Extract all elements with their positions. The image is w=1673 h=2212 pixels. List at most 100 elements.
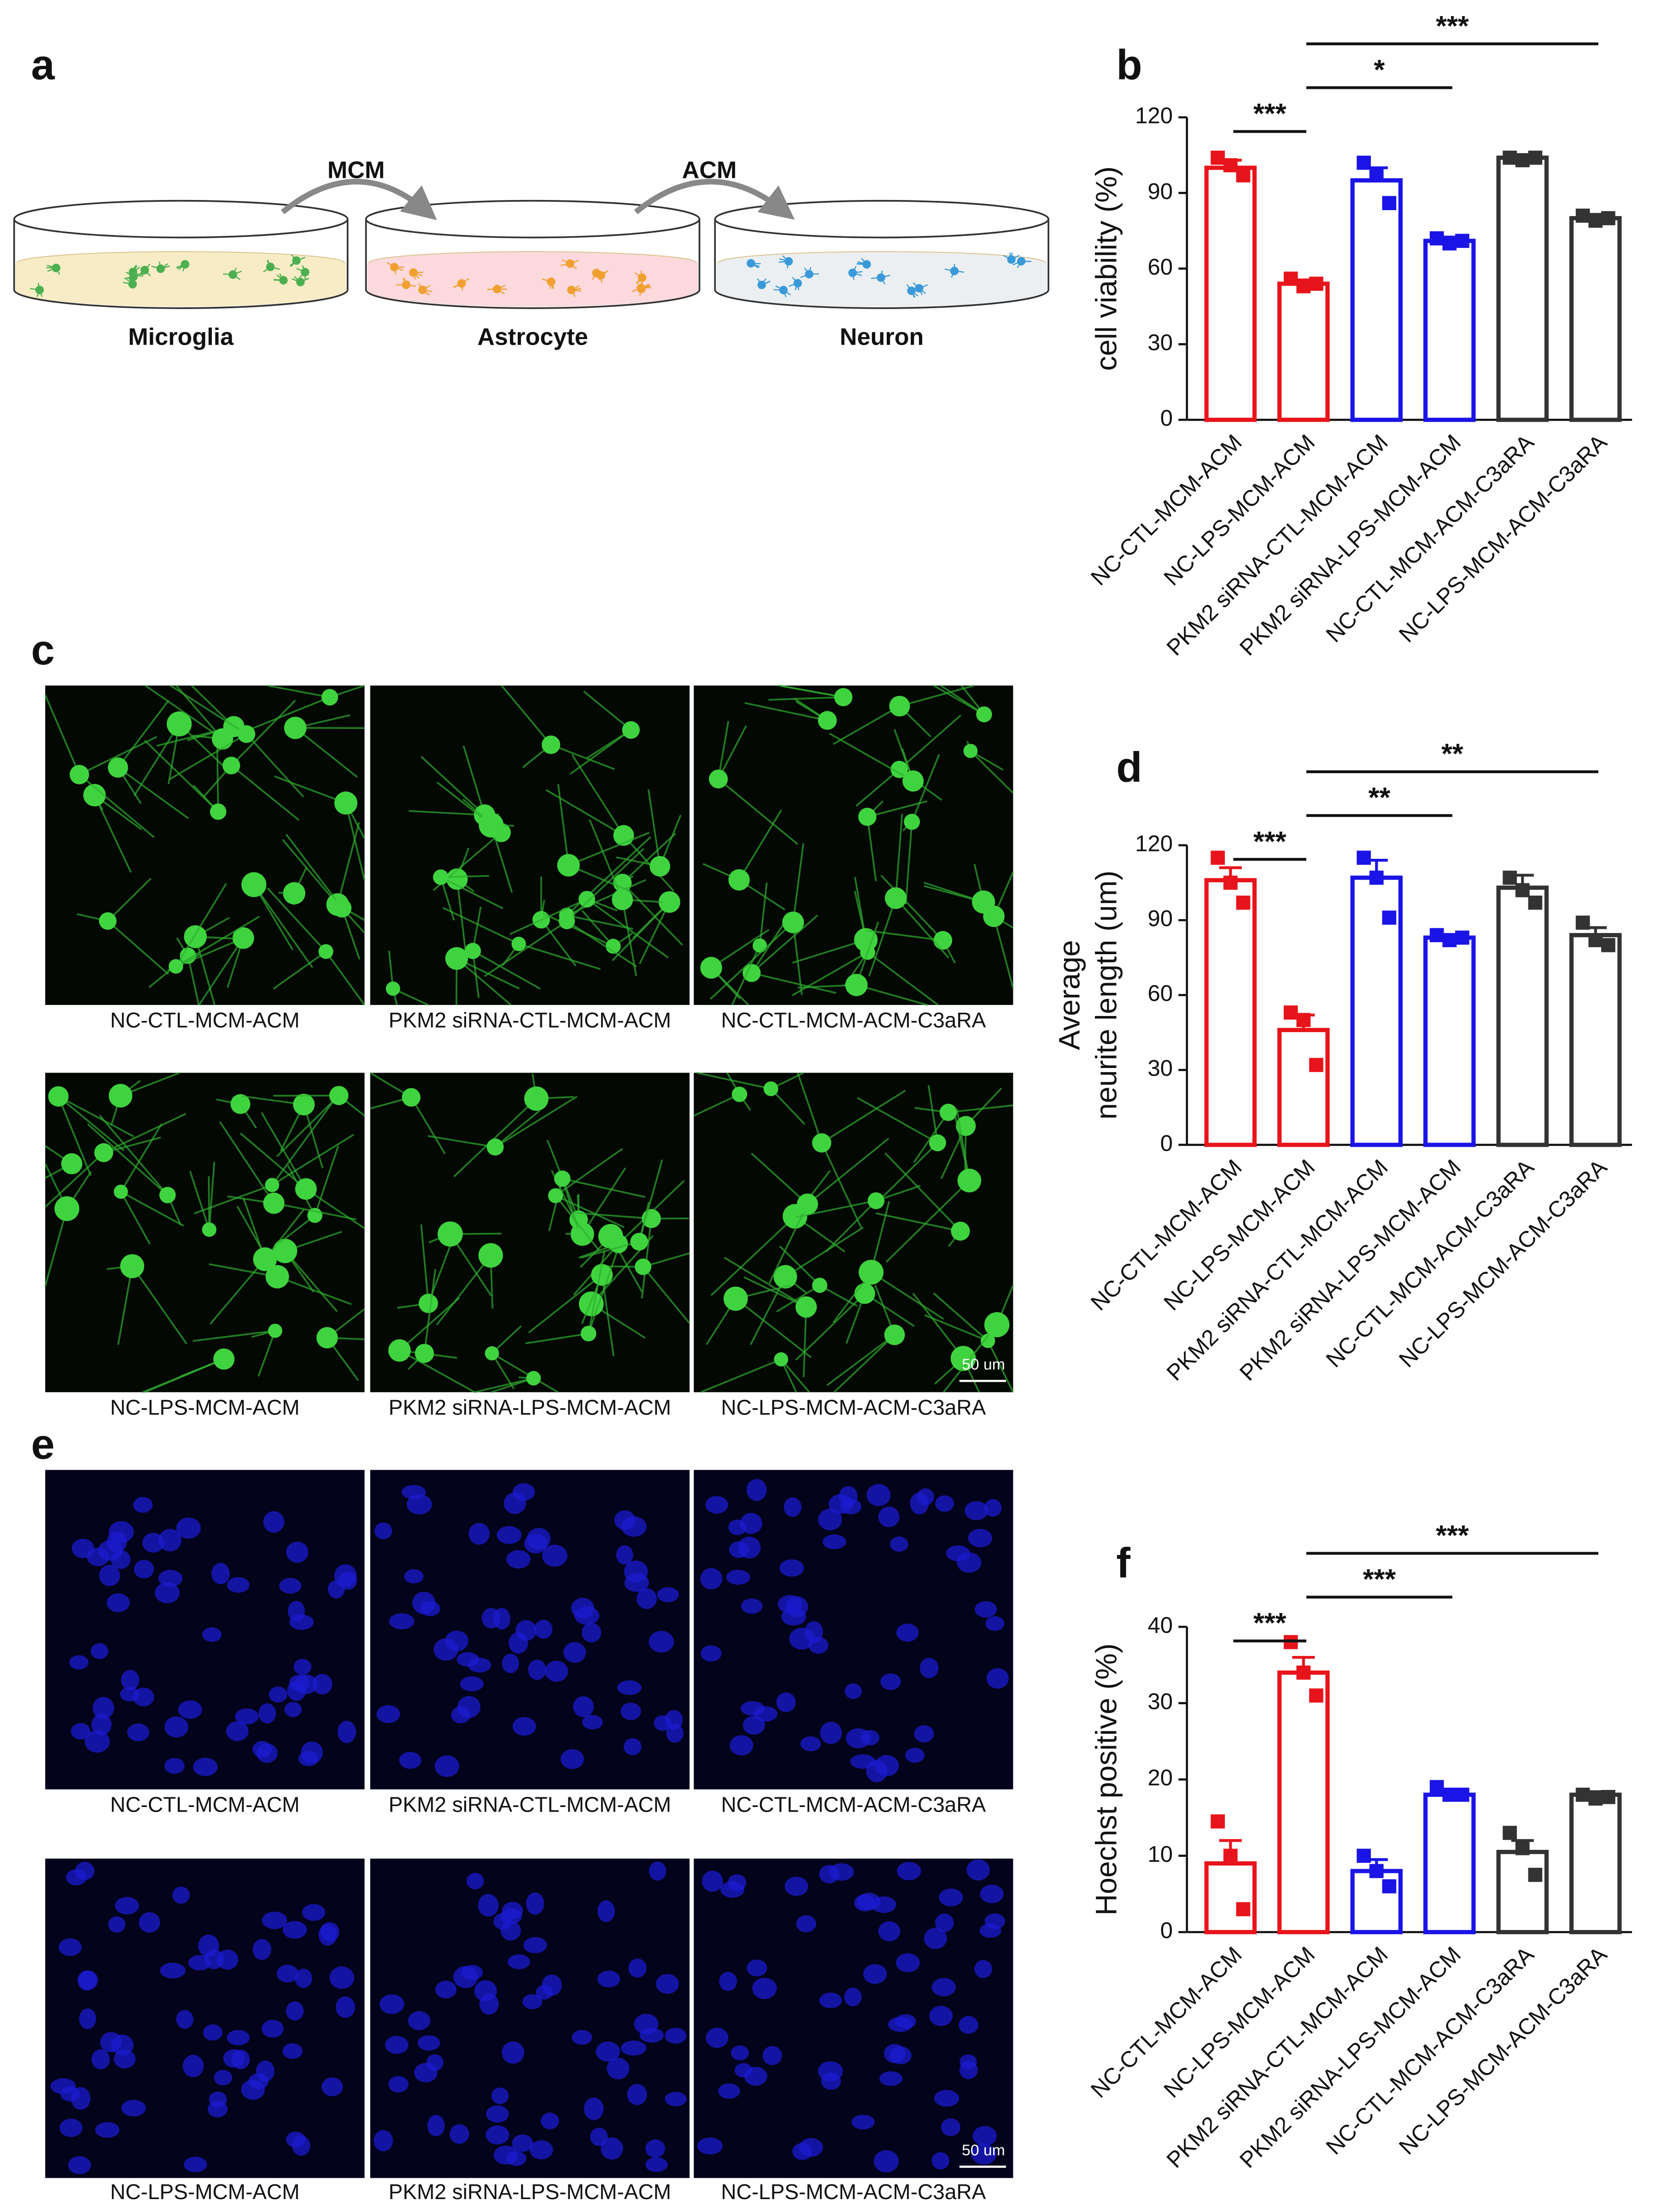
neurite: [545, 789, 624, 836]
neurite: [710, 1215, 796, 1296]
neurite: [717, 725, 747, 780]
nucleus: [184, 2157, 207, 2172]
neurite: [145, 685, 223, 740]
figure-content: a b c d e f Microglia Astrocyte Neuron MCM ACM NC-C…: [13, 10, 1632, 2204]
neurite: [246, 733, 304, 798]
nucleus: [971, 2144, 997, 2165]
nucleus: [427, 2115, 445, 2136]
y-tick-label: 40: [1147, 1613, 1173, 1638]
neurite: [581, 910, 614, 947]
soma: [433, 869, 449, 885]
nucleus: [227, 1577, 250, 1593]
soma: [230, 1094, 251, 1114]
nucleus: [486, 2125, 509, 2145]
dish-label: Astrocyte: [477, 324, 588, 351]
neurite: [58, 1096, 125, 1151]
nucleus: [512, 1717, 536, 1736]
cell-process: [418, 283, 423, 290]
neurite: [751, 972, 836, 994]
cell-process: [263, 266, 271, 273]
soma: [731, 1086, 748, 1102]
cell-process: [918, 288, 926, 294]
nucleus: [819, 1992, 842, 2008]
nucleus: [896, 1623, 919, 1642]
y-tick-label: 60: [1147, 981, 1173, 1006]
neurite: [453, 1098, 537, 1178]
nucleus: [645, 2139, 665, 2158]
soma: [478, 1243, 503, 1268]
neurite: [103, 1113, 187, 1154]
soma: [329, 1085, 349, 1105]
nucleus: [726, 1570, 750, 1585]
soma: [94, 1143, 113, 1162]
neurite: [253, 884, 294, 951]
significance-label: **: [1369, 782, 1391, 814]
neurite: [103, 1137, 161, 1154]
nucleus: [590, 2127, 608, 2146]
neurite: [880, 874, 944, 941]
nucleus: [211, 1563, 230, 1584]
nucleus: [866, 1484, 891, 1506]
neurite: [175, 915, 260, 968]
neurite: [905, 821, 913, 904]
soma: [418, 1294, 438, 1313]
soma: [630, 1232, 648, 1251]
nucleus: [863, 1964, 887, 1984]
cell-process: [852, 272, 862, 276]
neurite: [792, 939, 866, 964]
neurite: [866, 930, 943, 941]
neurite: [768, 696, 843, 701]
neurite: [750, 1152, 808, 1205]
neurite: [993, 916, 1014, 989]
neurite: [738, 810, 782, 880]
cell-process: [911, 290, 918, 297]
neurite: [303, 1104, 324, 1168]
nucleus: [79, 2008, 96, 2030]
nucleus: [506, 2151, 526, 2166]
neurite: [778, 685, 844, 698]
cell-process: [761, 281, 771, 286]
cell-icon: [746, 259, 755, 268]
nucleus: [730, 1735, 754, 1756]
data-point: [1442, 236, 1457, 251]
soma: [524, 1086, 549, 1111]
nucleus: [914, 1725, 934, 1743]
nucleus: [645, 2157, 668, 2172]
cell-process: [266, 260, 271, 267]
bar: [1569, 216, 1622, 422]
nucleus: [754, 1706, 778, 1722]
cell-process: [182, 264, 186, 272]
neurite: [420, 1224, 429, 1304]
soma: [108, 757, 129, 778]
neurite: [868, 898, 897, 977]
neurite: [337, 822, 360, 905]
cell-process: [757, 278, 762, 286]
neurite: [117, 1266, 133, 1345]
nucleus: [58, 1938, 82, 1956]
data-point: [1357, 1848, 1371, 1863]
neurite: [305, 1188, 365, 1229]
panel-label: b: [1116, 41, 1142, 88]
soma: [232, 927, 254, 949]
y-tick-label: 0: [1160, 1918, 1173, 1943]
nucleus: [178, 1700, 202, 1719]
soma: [293, 1093, 315, 1115]
bar: [1277, 1670, 1330, 1935]
nucleus: [740, 1513, 762, 1534]
neurite: [314, 1145, 339, 1216]
nucleus: [584, 2097, 604, 2120]
cell-process: [453, 282, 462, 288]
nucleus: [172, 1886, 190, 1904]
nucleus: [528, 1660, 546, 1680]
neurite: [257, 1330, 276, 1377]
nucleus: [139, 1912, 160, 1933]
nucleus: [258, 1703, 276, 1724]
bar: [1423, 1792, 1476, 1935]
neurite: [399, 1297, 460, 1351]
cell-process: [39, 289, 43, 297]
neurite: [276, 1095, 339, 1157]
nucleus: [420, 1601, 440, 1617]
significance-label: ***: [1436, 1520, 1469, 1551]
data-point: [1296, 1665, 1311, 1680]
nucleus: [108, 1916, 126, 1933]
